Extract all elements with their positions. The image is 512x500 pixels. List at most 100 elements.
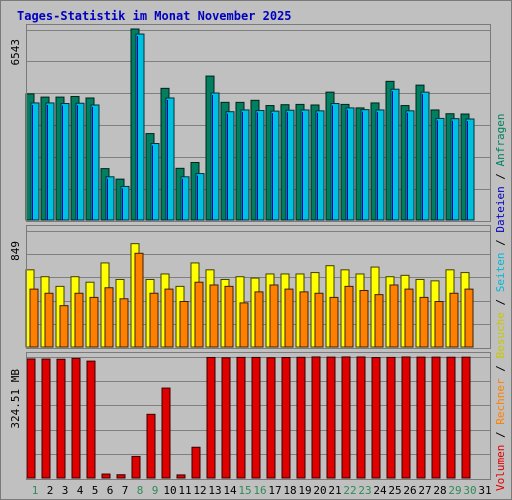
bar-volumen-28 <box>431 356 441 479</box>
legend-seiten: Seiten <box>494 253 507 293</box>
bar-rechner-22 <box>344 285 354 348</box>
bar-rechner-6 <box>104 287 114 348</box>
bar-rechner-18 <box>284 288 294 348</box>
bar-volumen-17 <box>266 357 276 479</box>
bar-rechner-25 <box>389 284 399 348</box>
tick-label-8: 8 <box>137 484 144 497</box>
bar-rechner-19 <box>299 291 309 348</box>
bar-rechner-30 <box>464 288 474 348</box>
bar-dateien-5 <box>92 106 93 220</box>
bar-volumen-9 <box>146 413 156 479</box>
bar-dateien-17 <box>272 113 273 220</box>
bar-dateien-29 <box>452 120 453 220</box>
bar-dateien-9 <box>152 145 153 220</box>
tick-label-9: 9 <box>152 484 159 497</box>
bar-seiten-19 <box>300 109 310 221</box>
bar-rechner-9 <box>149 292 159 348</box>
bar-dateien-15 <box>242 111 243 220</box>
tick-label-3: 3 <box>62 484 69 497</box>
bar-seiten-9 <box>150 143 160 221</box>
bar-rechner-28 <box>434 301 444 348</box>
tick-label-6: 6 <box>107 484 114 497</box>
legend-besuche: Besuche <box>494 312 507 358</box>
bar-rechner-26 <box>404 288 414 348</box>
bar-volumen-22 <box>341 356 351 479</box>
bar-volumen-6 <box>101 473 111 479</box>
bar-volumen-20 <box>311 356 321 479</box>
bar-volumen-5 <box>86 360 96 479</box>
bar-dateien-22 <box>347 109 348 220</box>
bar-seiten-20 <box>315 110 325 221</box>
bar-dateien-14 <box>227 113 228 220</box>
legend-anfragen: Anfragen <box>494 113 507 166</box>
bar-volumen-19 <box>296 356 306 479</box>
bar-seiten-8 <box>135 33 145 221</box>
bar-volumen-18 <box>281 357 291 479</box>
bar-volumen-14 <box>221 357 231 479</box>
legend-separator: / <box>494 292 507 312</box>
bar-seiten-4 <box>75 102 85 221</box>
tick-label-21: 21 <box>328 484 341 497</box>
tick-label-18: 18 <box>283 484 296 497</box>
tick-label-16: 16 <box>253 484 266 497</box>
tick-label-7: 7 <box>122 484 129 497</box>
bar-seiten-5 <box>90 104 100 221</box>
bar-volumen-13 <box>206 356 216 479</box>
bar-volumen-30 <box>461 356 471 479</box>
bar-seiten-12 <box>195 173 205 221</box>
bar-dateien-23 <box>362 111 363 220</box>
tick-label-26: 26 <box>403 484 416 497</box>
bar-dateien-25 <box>392 91 393 220</box>
bar-seiten-22 <box>345 107 355 221</box>
bar-dateien-26 <box>407 112 408 220</box>
bar-dateien-30 <box>467 120 468 220</box>
bar-dateien-7 <box>122 188 123 220</box>
tick-label-30: 30 <box>463 484 476 497</box>
tick-label-2: 2 <box>47 484 54 497</box>
tick-label-23: 23 <box>358 484 371 497</box>
bar-seiten-11 <box>180 176 190 221</box>
bar-seiten-29 <box>450 118 460 221</box>
bar-volumen-4 <box>71 357 81 479</box>
bar-dateien-20 <box>317 112 318 220</box>
bar-rechner-27 <box>419 296 429 348</box>
bar-volumen-21 <box>326 356 336 479</box>
panel-frame-0 <box>26 24 491 222</box>
max-label-bottom: 324.51 MB <box>9 369 22 429</box>
bar-volumen-29 <box>446 356 456 479</box>
bar-seiten-18 <box>285 109 295 221</box>
tick-label-1: 1 <box>32 484 39 497</box>
tick-label-15: 15 <box>238 484 251 497</box>
bar-seiten-14 <box>225 111 235 221</box>
bar-dateien-27 <box>422 94 423 220</box>
bar-dateien-2 <box>47 104 48 220</box>
bar-dateien-1 <box>32 104 33 220</box>
tick-label-5: 5 <box>92 484 99 497</box>
bar-volumen-16 <box>251 356 261 479</box>
bar-seiten-17 <box>270 110 280 221</box>
bar-rechner-3 <box>59 305 69 348</box>
bar-dateien-12 <box>197 175 198 220</box>
bar-volumen-1 <box>26 358 36 479</box>
bar-volumen-3 <box>56 358 66 479</box>
bar-dateien-4 <box>77 105 78 220</box>
bar-seiten-2 <box>45 102 55 221</box>
tick-label-22: 22 <box>343 484 356 497</box>
bar-rechner-11 <box>179 301 189 348</box>
bar-volumen-11 <box>176 474 186 479</box>
tick-label-17: 17 <box>268 484 281 497</box>
legend-separator: / <box>494 233 507 253</box>
bar-rechner-21 <box>329 296 339 348</box>
bar-rechner-15 <box>239 302 249 348</box>
bar-volumen-10 <box>161 387 171 479</box>
bar-seiten-30 <box>465 118 475 221</box>
bar-dateien-6 <box>107 178 108 220</box>
bar-rechner-14 <box>224 285 234 348</box>
bar-rechner-29 <box>449 292 459 348</box>
bar-seiten-1 <box>30 102 40 221</box>
bar-volumen-26 <box>401 356 411 479</box>
tick-label-4: 4 <box>77 484 84 497</box>
bar-rechner-23 <box>359 289 369 348</box>
